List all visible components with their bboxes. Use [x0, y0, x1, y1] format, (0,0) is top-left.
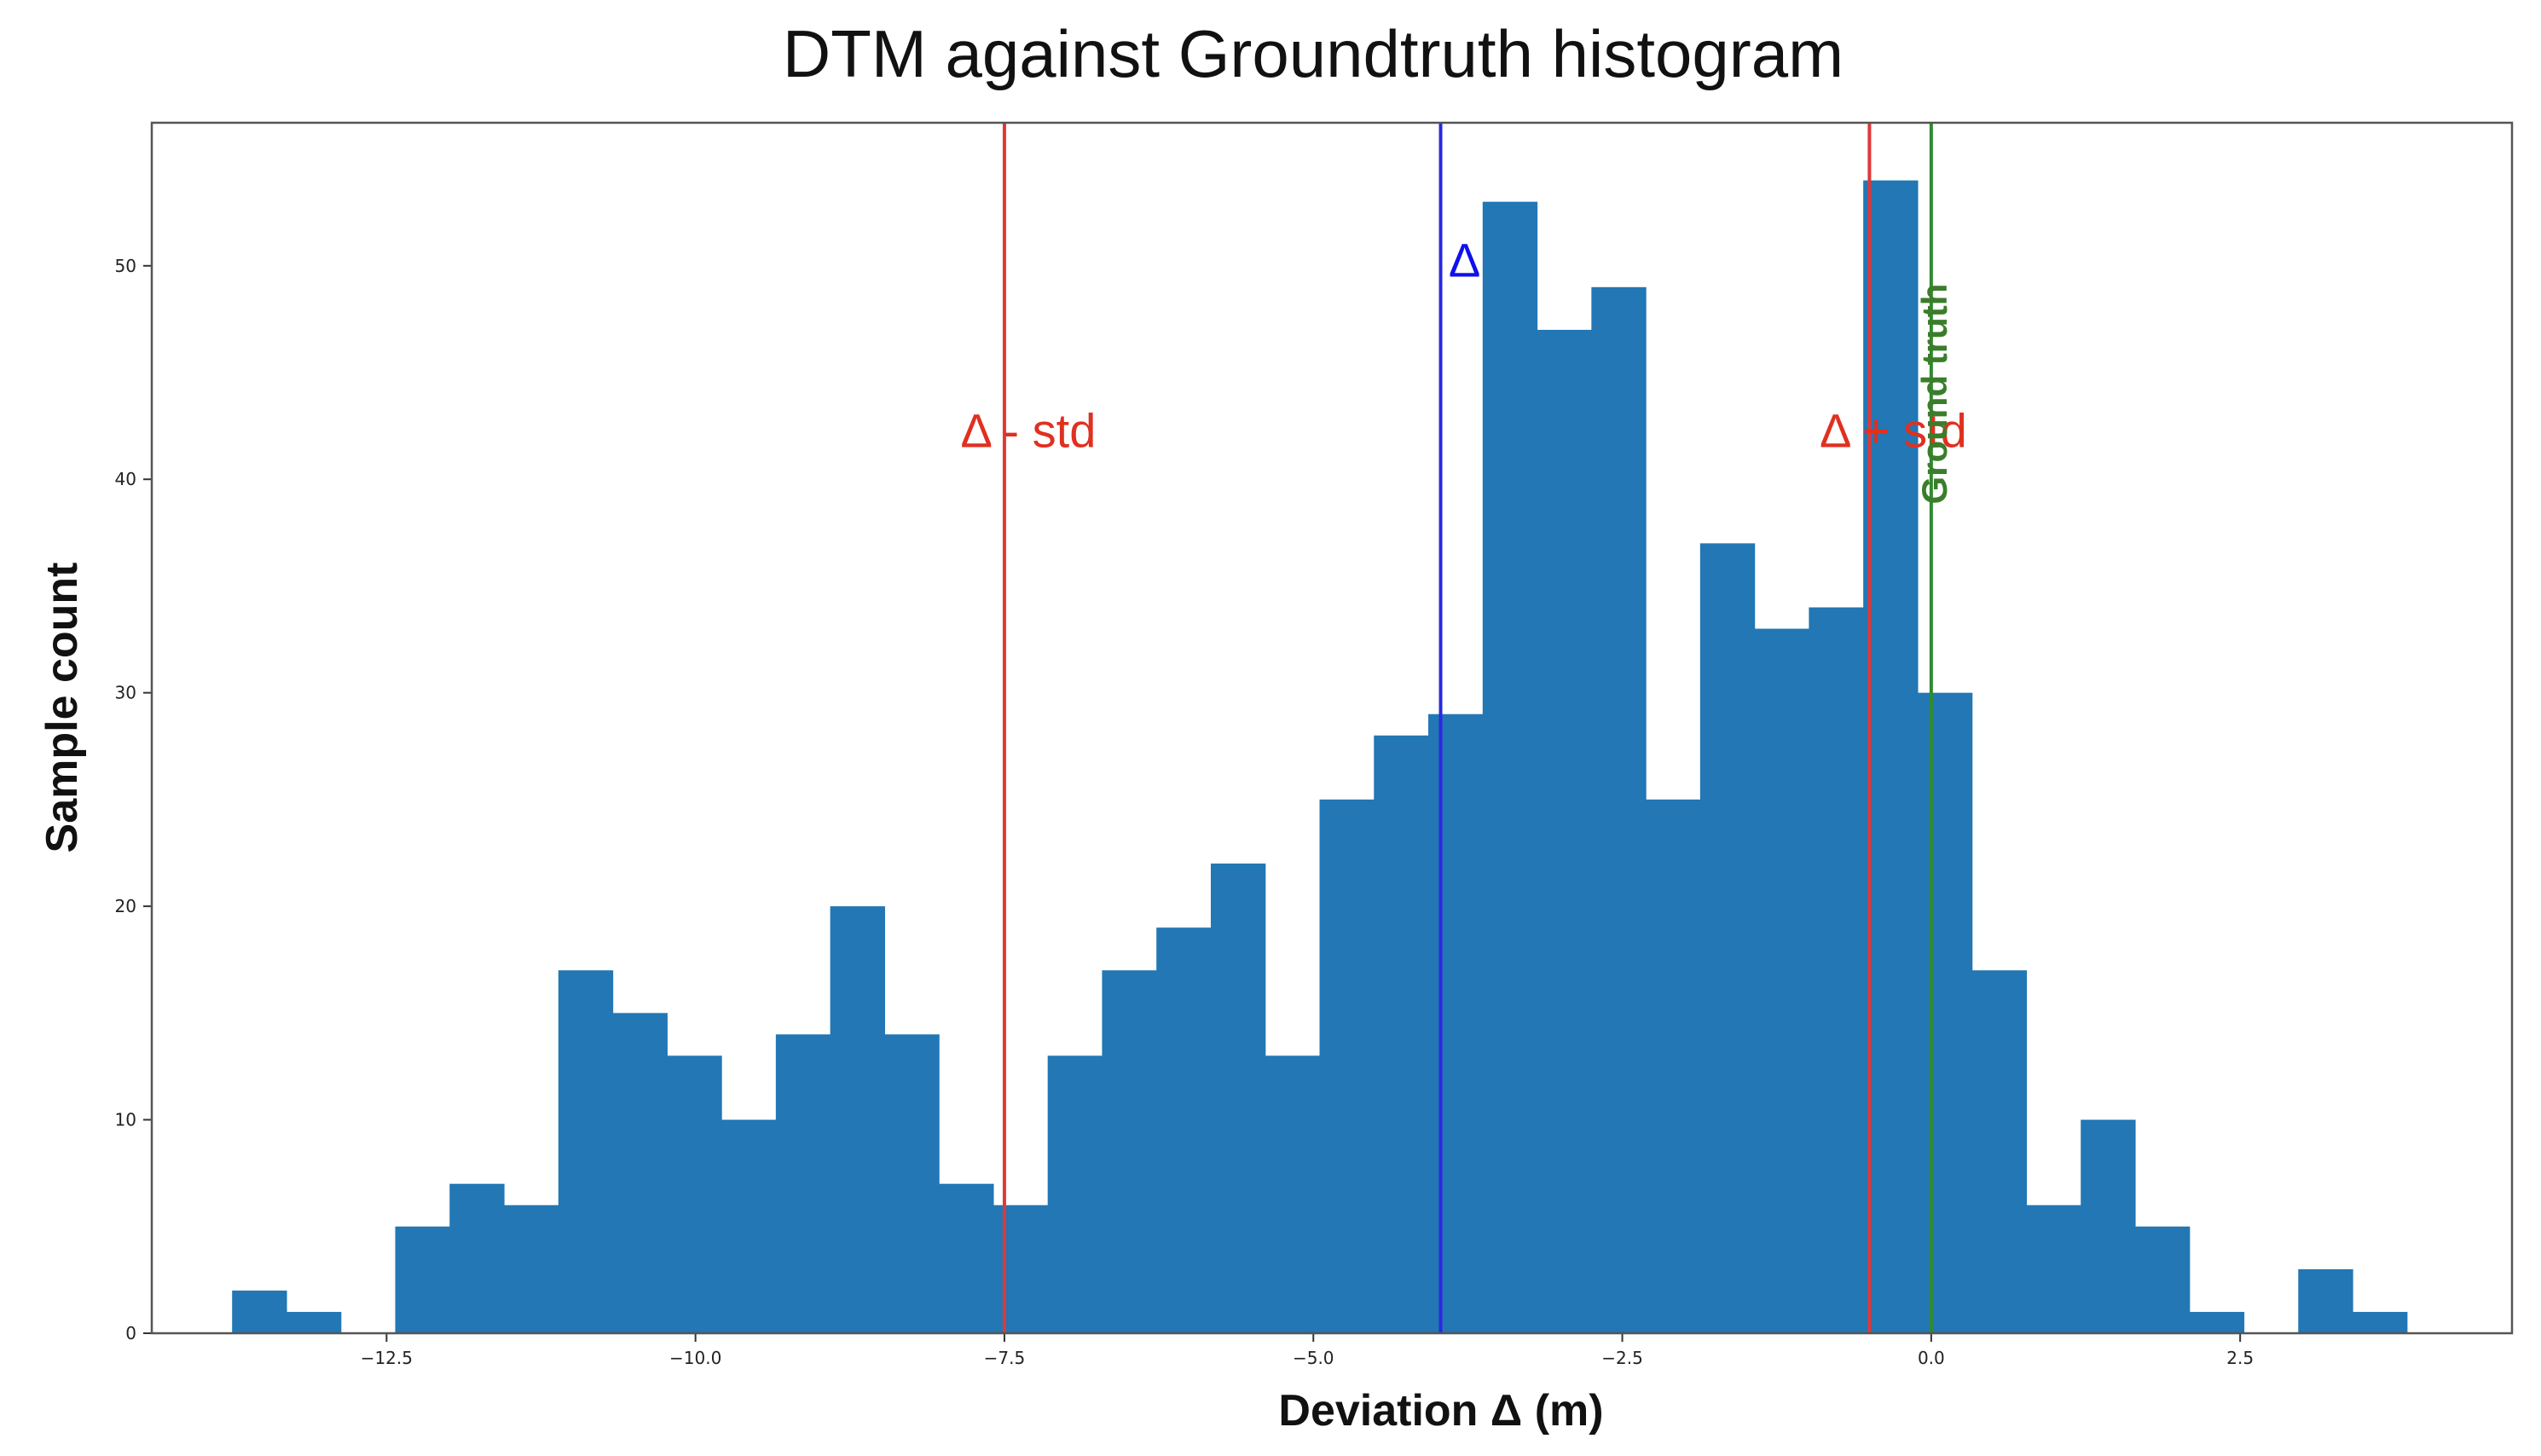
histogram-bar — [504, 1205, 559, 1333]
y-tick-label: 50 — [115, 256, 136, 276]
chart-title: DTM against Groundtruth histogram — [783, 16, 1844, 91]
y-tick-label: 30 — [115, 683, 136, 703]
x-axis-label: Deviation Δ (m) — [1278, 1386, 1603, 1436]
histogram-bar — [1210, 864, 1266, 1333]
histogram-bar — [1428, 714, 1484, 1333]
histogram-bar — [1265, 1055, 1321, 1333]
axis-ticks: −12.5 −10.0 −7.5 −5.0 −2.5 0.0 2.5 0 10 20 30 40 50 — [115, 256, 2254, 1368]
x-tick-label: −10.0 — [669, 1348, 721, 1368]
histogram-bar — [612, 1013, 668, 1333]
y-tick-label: 10 — [115, 1110, 136, 1130]
histogram-bar — [395, 1226, 450, 1333]
y-tick-label: 20 — [115, 896, 136, 916]
histogram-bar — [558, 970, 614, 1333]
histogram-bar — [1102, 970, 1157, 1333]
histogram-bar — [1699, 543, 1756, 1333]
reference-line-label: Ground truth — [1914, 284, 1954, 505]
histogram-bar — [2081, 1119, 2136, 1333]
histogram-bar — [1971, 970, 2028, 1333]
histogram-bar — [1482, 201, 1538, 1334]
histogram-bar — [449, 1183, 505, 1333]
histogram-bar — [1863, 180, 1919, 1334]
x-tick-label: −12.5 — [361, 1348, 413, 1368]
histogram-bar — [830, 906, 885, 1333]
histogram-bar — [2189, 1311, 2245, 1333]
histogram-bar — [884, 1034, 940, 1333]
histogram-bar — [286, 1311, 342, 1333]
histogram-bar — [1754, 628, 1809, 1333]
histogram-bar — [1591, 286, 1647, 1334]
plot-area-frame — [150, 121, 2514, 1335]
histogram-bar — [2026, 1205, 2081, 1333]
y-tick-label: 40 — [115, 469, 136, 489]
x-tick-label: 2.5 — [2226, 1348, 2254, 1368]
histogram-bar — [1646, 799, 1701, 1333]
y-tick-label: 0 — [125, 1323, 136, 1343]
histogram-bar — [721, 1119, 777, 1333]
histogram-bars — [232, 180, 2408, 1334]
histogram-bar — [2353, 1311, 2408, 1333]
histogram-bar — [1047, 1055, 1103, 1333]
reference-line-label: Δ — [1449, 233, 1480, 286]
x-tick-label: 0.0 — [1918, 1348, 1945, 1368]
histogram-bar — [1537, 329, 1592, 1333]
histogram-bar — [993, 1205, 1049, 1333]
reference-lines — [1002, 123, 1933, 1333]
histogram-bar — [1156, 927, 1212, 1333]
histogram-bar — [2134, 1226, 2191, 1333]
x-tick-label: −2.5 — [1601, 1348, 1643, 1368]
histogram-bar — [939, 1183, 994, 1333]
histogram-bar — [1809, 607, 1864, 1333]
x-tick-label: −7.5 — [984, 1348, 1026, 1368]
histogram-bar — [2298, 1268, 2353, 1333]
histogram-bar — [1917, 692, 1973, 1333]
y-axis-label: Sample count — [38, 563, 87, 853]
histogram-bar — [1319, 799, 1375, 1333]
histogram-bar — [667, 1055, 722, 1333]
reference-line-label: Δ - std — [961, 404, 1097, 458]
histogram-bar — [1374, 735, 1429, 1333]
histogram-bar — [232, 1290, 287, 1333]
histogram-bar — [775, 1034, 831, 1333]
reference-line-label: Δ + std — [1820, 404, 1967, 458]
x-tick-label: −5.0 — [1293, 1348, 1334, 1368]
